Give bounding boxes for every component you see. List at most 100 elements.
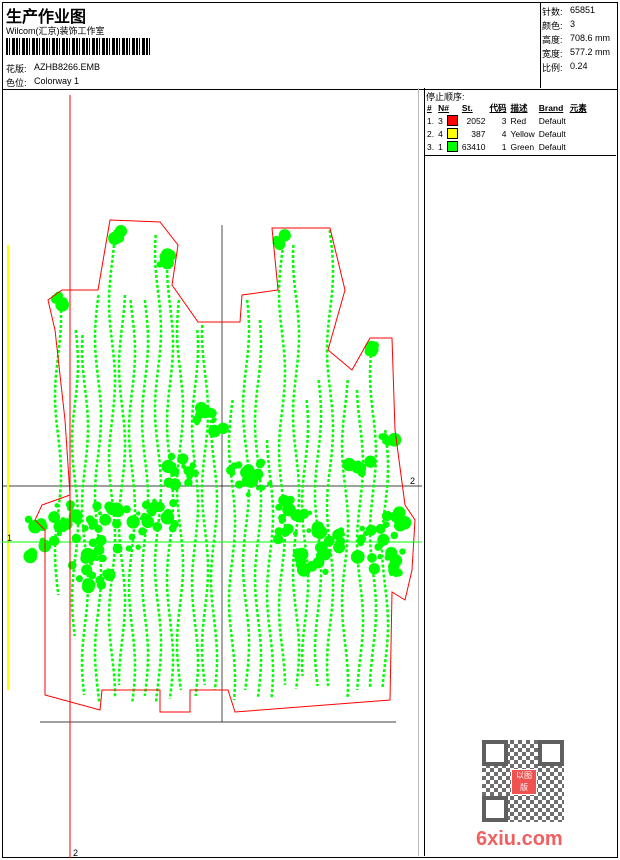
- flower-blob: [257, 458, 266, 467]
- color-swatch: [446, 115, 458, 127]
- flower-blob: [94, 524, 103, 533]
- flower-blob: [367, 553, 377, 563]
- flower-blob: [315, 551, 324, 560]
- flower-blob: [377, 553, 383, 560]
- stitches: 387: [471, 128, 486, 139]
- flower-blob: [296, 562, 311, 577]
- flower-blob: [48, 535, 60, 547]
- flower-blob: [88, 538, 98, 548]
- vine-stem: [291, 244, 301, 690]
- flower-blob: [393, 519, 406, 532]
- stat-label: 高度:: [542, 35, 563, 45]
- flower-blob: [354, 462, 367, 475]
- flower-blob: [335, 528, 341, 534]
- flower-blob: [374, 543, 383, 551]
- stat-label: 宽度:: [542, 49, 563, 59]
- flower-blob: [377, 533, 390, 546]
- design-label: 花版:: [6, 64, 27, 74]
- column-header: St.: [461, 102, 473, 113]
- flower-blob: [378, 433, 386, 440]
- vine-stem: [140, 299, 150, 697]
- flower-blob: [376, 525, 382, 531]
- flower-blob: [114, 234, 123, 243]
- stop-sequence-table: # N# St. 代码 描述 Brand 元素 1. 3 2052 3 Red Default 2. 4…: [425, 101, 589, 153]
- flower-blob: [251, 468, 264, 480]
- brand: Default: [538, 115, 566, 126]
- flower-blob: [189, 462, 197, 469]
- qr-code: 以图版: [482, 740, 564, 822]
- flower-blob: [273, 238, 286, 251]
- row-index: 1.: [427, 115, 435, 126]
- flower-blob: [112, 543, 123, 554]
- flower-blob: [267, 481, 273, 487]
- column-header: N#: [438, 102, 449, 113]
- column-header: 描述: [510, 102, 528, 113]
- flower-blob: [314, 524, 319, 529]
- flower-blob: [211, 417, 217, 423]
- flower-blob: [298, 508, 310, 519]
- brand: Default: [538, 128, 566, 139]
- vine-stem: [175, 299, 185, 691]
- flower-blob: [314, 542, 326, 553]
- stitches: 2052: [466, 115, 486, 126]
- vine-stem: [209, 420, 219, 691]
- page-title: 生产作业图: [6, 9, 87, 26]
- color-swatch: [446, 141, 458, 153]
- flower-blob: [390, 531, 399, 540]
- flower-blob: [387, 432, 402, 447]
- color-swatch-cell: [445, 140, 460, 153]
- header-frame: [2, 2, 618, 90]
- flower-blob: [381, 510, 393, 522]
- flower-blob: [389, 554, 403, 568]
- flower-blob: [333, 532, 341, 540]
- design-file: AZHB8266.EMB: [34, 62, 101, 72]
- flower-blob: [95, 534, 107, 546]
- code: 1: [501, 141, 507, 152]
- needle: 1: [438, 141, 443, 152]
- flower-blob: [217, 422, 229, 435]
- flower-blob: [365, 524, 377, 536]
- vine-stem: [70, 329, 80, 637]
- table-row: 2. 4 387 4 Yellow Default: [425, 127, 589, 140]
- flower-blob: [94, 505, 100, 512]
- stitches: 63410: [461, 141, 486, 152]
- flower-blob: [273, 534, 284, 545]
- vine-stem: [253, 319, 263, 699]
- flower-blob: [99, 554, 107, 563]
- code: 3: [501, 115, 507, 126]
- marker-bottom: 2: [73, 848, 79, 858]
- stat-value: 65851: [570, 5, 596, 15]
- vine-stem: [127, 299, 137, 703]
- vine-stem: [265, 439, 275, 699]
- vine-stem: [380, 429, 390, 689]
- row-index: 3.: [427, 141, 435, 152]
- flower-blob: [399, 548, 406, 555]
- needle: 3: [438, 115, 443, 126]
- flower-blob: [259, 484, 266, 491]
- code: 4: [501, 128, 507, 139]
- vine-stem: [355, 389, 365, 691]
- vine-stem: [368, 344, 378, 688]
- flower-blob: [135, 544, 141, 550]
- flower-blob: [242, 464, 255, 476]
- vine-stem: [227, 399, 237, 701]
- description: Green: [510, 141, 535, 152]
- flower-blob: [161, 459, 175, 473]
- marker-left: 1: [7, 533, 13, 543]
- flower-blob: [194, 420, 200, 426]
- flower-blob: [71, 533, 82, 544]
- column-header: Brand: [538, 102, 564, 113]
- needle: 4: [438, 128, 443, 139]
- description: Red: [510, 115, 527, 126]
- flower-blob: [191, 469, 199, 477]
- flower-blob: [35, 518, 47, 530]
- vine-stem: [190, 329, 200, 697]
- flower-blob: [170, 520, 179, 529]
- flower-blob: [181, 464, 187, 469]
- flower-blob: [169, 499, 178, 508]
- flower-blob: [359, 525, 366, 532]
- flower-blob: [245, 492, 251, 498]
- flower-blob: [230, 470, 236, 476]
- vine-stem: [80, 334, 90, 696]
